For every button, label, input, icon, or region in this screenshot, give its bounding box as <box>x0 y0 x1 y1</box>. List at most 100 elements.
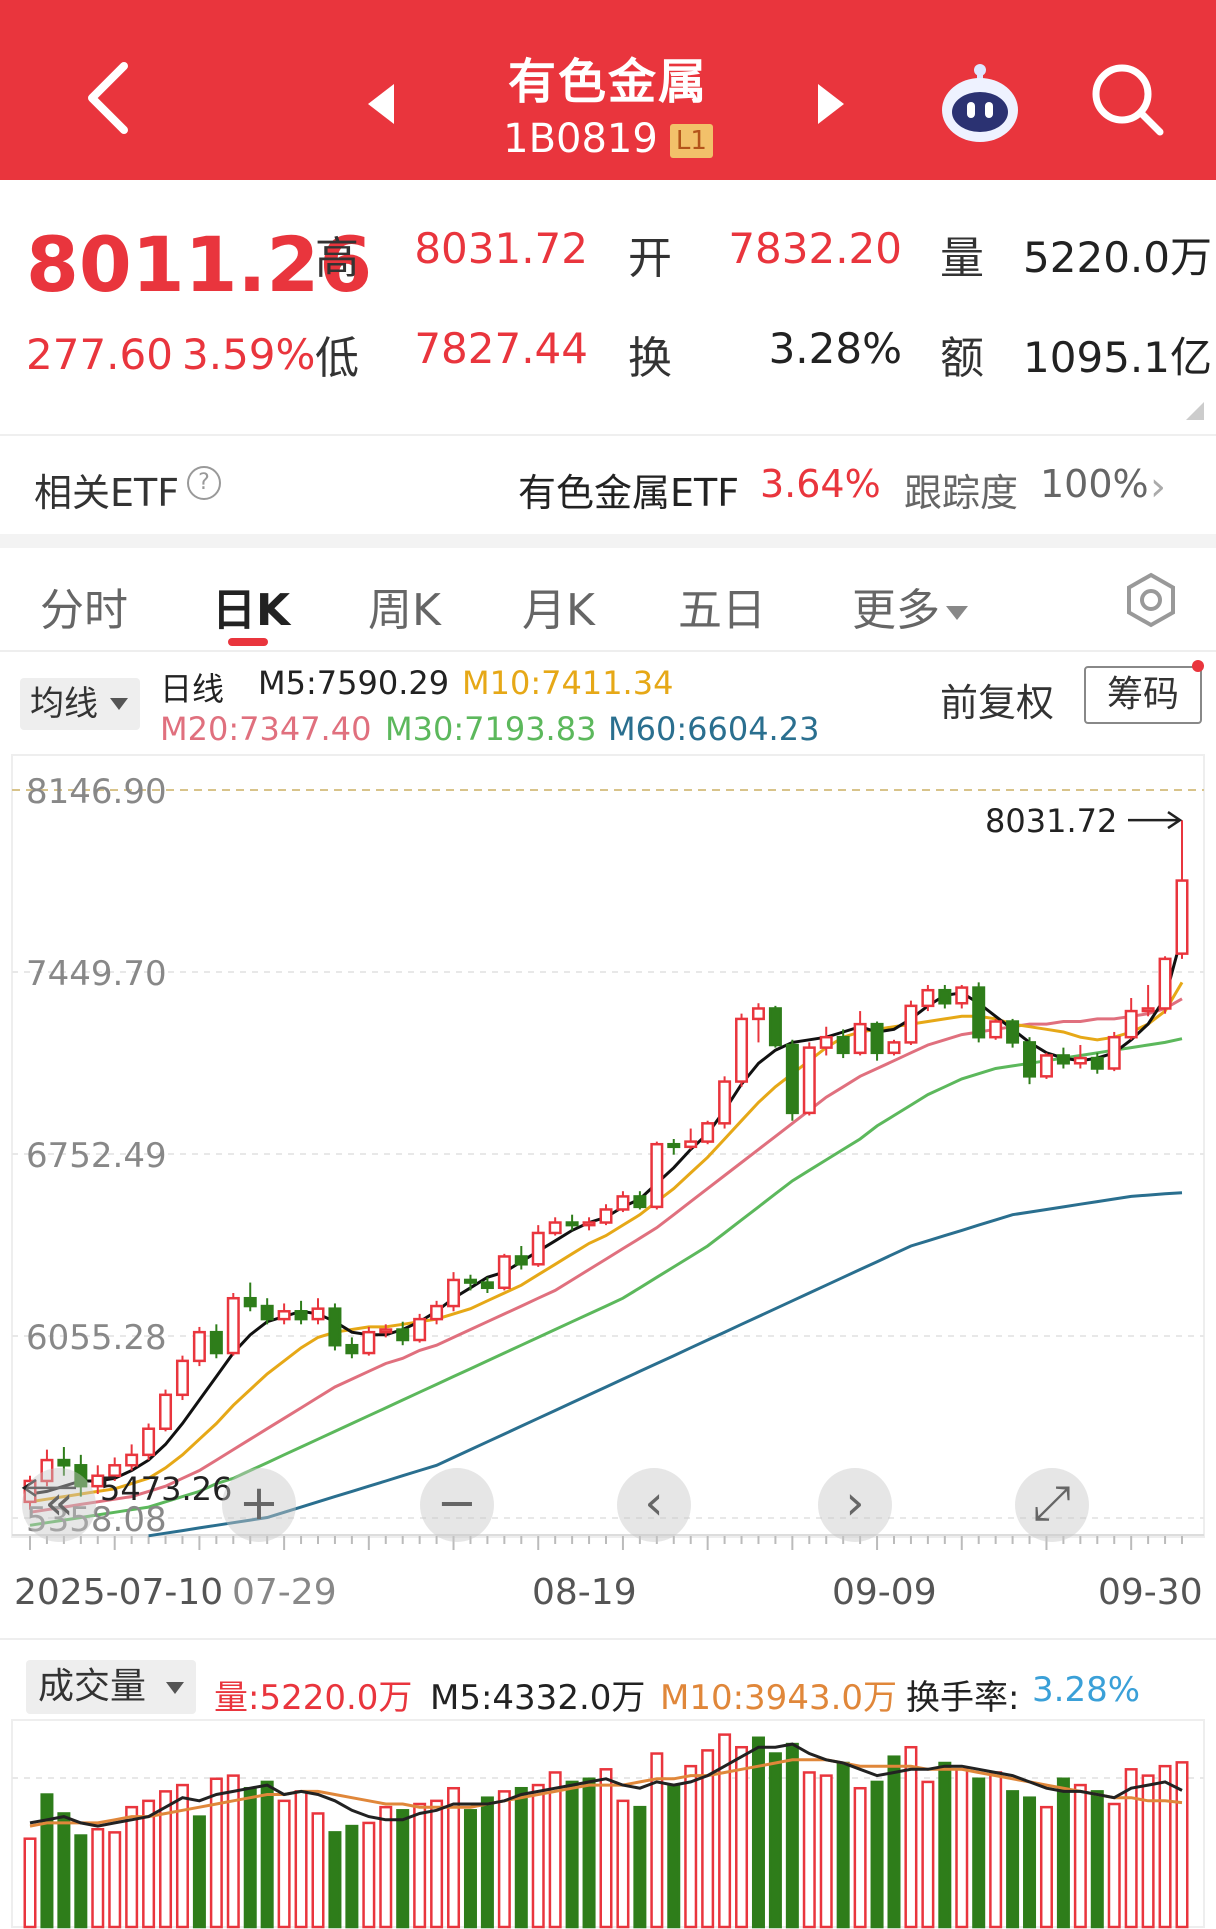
next-stock-icon[interactable] <box>818 84 844 124</box>
candle-up <box>379 1328 393 1334</box>
active-tab-indicator <box>228 638 268 646</box>
ma30-value: M30:7193.83 <box>385 710 597 748</box>
extreme-markers: 8031.72 5473.26 <box>21 802 1183 1508</box>
divider <box>0 434 1216 436</box>
volume-bar-up <box>904 1745 918 1929</box>
candle-down <box>972 986 986 1039</box>
low-label: 低 <box>315 333 359 384</box>
volume-bar-up <box>294 1790 308 1929</box>
min-price-marker: 5473.26 <box>100 1470 232 1508</box>
candle-up <box>599 1208 613 1224</box>
candle-up <box>989 1020 1003 1039</box>
tab-weekly[interactable]: 周K <box>368 585 441 636</box>
volume-bar-down <box>565 1780 579 1929</box>
volume-bar-down <box>57 1812 71 1929</box>
tab-intraday[interactable]: 分时 <box>40 585 128 636</box>
volume-bar-down <box>480 1796 494 1929</box>
tab-daily[interactable]: 日K <box>212 585 291 636</box>
volume-bar-down <box>1006 1790 1020 1929</box>
volume-bar-down <box>192 1815 206 1929</box>
tab-five-day[interactable]: 五日 <box>678 585 766 636</box>
candle-down <box>1023 1041 1037 1078</box>
tab-monthly[interactable]: 月K <box>522 585 595 636</box>
chart-frame <box>11 754 1205 1538</box>
min-arrow-head <box>21 1478 37 1497</box>
candle-down <box>260 1304 274 1321</box>
settings-hexagon-icon[interactable] <box>1123 572 1179 628</box>
candle-down <box>328 1307 342 1347</box>
volume-bar-down <box>463 1809 477 1929</box>
volume-bar-up <box>175 1783 189 1929</box>
m60-line <box>148 1191 1183 1538</box>
scroll-right-button[interactable]: › <box>818 1468 892 1542</box>
scroll-start-button[interactable]: « <box>22 1468 96 1542</box>
volume-bar-up <box>853 1786 867 1929</box>
candle-up <box>548 1221 562 1235</box>
candle-up <box>497 1255 511 1290</box>
volume-bar-up <box>108 1831 122 1929</box>
candle-down <box>667 1142 681 1149</box>
chevron-right-icon[interactable]: › <box>1150 464 1166 510</box>
kline-chart[interactable]: 8146.90 7449.70 6752.49 6055.28 5358.08 8031… <box>0 750 1216 1562</box>
volume-bar-up <box>1107 1802 1121 1929</box>
assistant-robot-icon[interactable] <box>935 58 1025 148</box>
volume-bar-up <box>125 1805 139 1929</box>
candle-up <box>1124 1009 1138 1039</box>
caret-down-icon <box>110 698 128 710</box>
previous-stock-icon[interactable] <box>368 84 394 124</box>
ma-selector[interactable]: 均线 <box>20 678 140 730</box>
volume-bar-up <box>1124 1768 1138 1929</box>
caret-down-icon <box>166 1682 184 1694</box>
zoom-in-button[interactable]: + <box>222 1468 296 1542</box>
ma60-value: M60:6604.23 <box>608 710 820 748</box>
amount-label: 额 <box>940 333 984 384</box>
search-icon[interactable] <box>1088 60 1168 140</box>
level-badge: L1 <box>669 124 713 158</box>
volume-bar-down <box>751 1736 765 1929</box>
volume-indicator-selector[interactable]: 成交量 <box>26 1660 196 1714</box>
volume-bar-down <box>40 1793 54 1929</box>
candle-up <box>1175 879 1189 955</box>
volume-bar-up <box>311 1812 325 1929</box>
section-gap <box>0 534 1216 548</box>
volume-header: 成交量 量:5220.0万 M5:4332.0万 M10:3943.0万 换手率… <box>0 1638 1216 1720</box>
candle-down <box>294 1310 308 1321</box>
adjust-mode[interactable]: 前复权 <box>940 681 1055 725</box>
scroll-left-button[interactable]: ‹ <box>617 1468 691 1542</box>
candle-down <box>514 1255 528 1266</box>
tab-more-label: 更多 <box>852 585 940 636</box>
candle-up <box>142 1427 156 1457</box>
volume-bar-down <box>396 1809 410 1929</box>
etf-name: 有色金属ETF <box>518 471 740 515</box>
fullscreen-button[interactable]: ⤢ <box>1015 1468 1089 1542</box>
volume-bar-up <box>413 1802 427 1929</box>
back-arrow-icon[interactable] <box>78 58 142 138</box>
max-price-marker: 8031.72 <box>985 802 1117 840</box>
volume-bar-down <box>243 1786 257 1929</box>
volume-bar-up <box>599 1768 613 1929</box>
volume-bar-down <box>870 1780 884 1929</box>
candle-up <box>311 1307 325 1321</box>
volume-selector-label: 成交量 <box>38 1666 147 1707</box>
volume-bar-down <box>887 1755 901 1929</box>
high-label: 高 <box>315 233 359 284</box>
candle-down <box>396 1328 410 1342</box>
candle-down <box>1090 1056 1104 1070</box>
y-axis-label: 7449.70 <box>26 954 167 994</box>
tab-more[interactable]: 更多 <box>852 574 968 638</box>
volume-bar-up <box>23 1837 37 1929</box>
candle-down <box>836 1035 850 1055</box>
chips-button[interactable]: 筹码 <box>1084 666 1202 724</box>
period-tabs: 分时 日K 周K 月K 五日 更多 <box>0 548 1216 652</box>
open-value: 7832.20 <box>728 224 902 273</box>
candle-up <box>192 1330 206 1363</box>
candle-down <box>345 1343 359 1355</box>
volume-bar-down <box>345 1824 359 1929</box>
help-icon[interactable]: ? <box>187 466 221 500</box>
volume-chart[interactable] <box>0 1718 1216 1929</box>
ma-selector-label: 均线 <box>30 684 98 724</box>
candle-up <box>175 1359 189 1397</box>
zoom-out-button[interactable]: − <box>420 1468 494 1542</box>
expand-corner-icon[interactable] <box>1186 402 1204 420</box>
related-etf-row[interactable]: 相关ETF ? 有色金属ETF 3.64% 跟踪度 100% › <box>0 436 1216 534</box>
